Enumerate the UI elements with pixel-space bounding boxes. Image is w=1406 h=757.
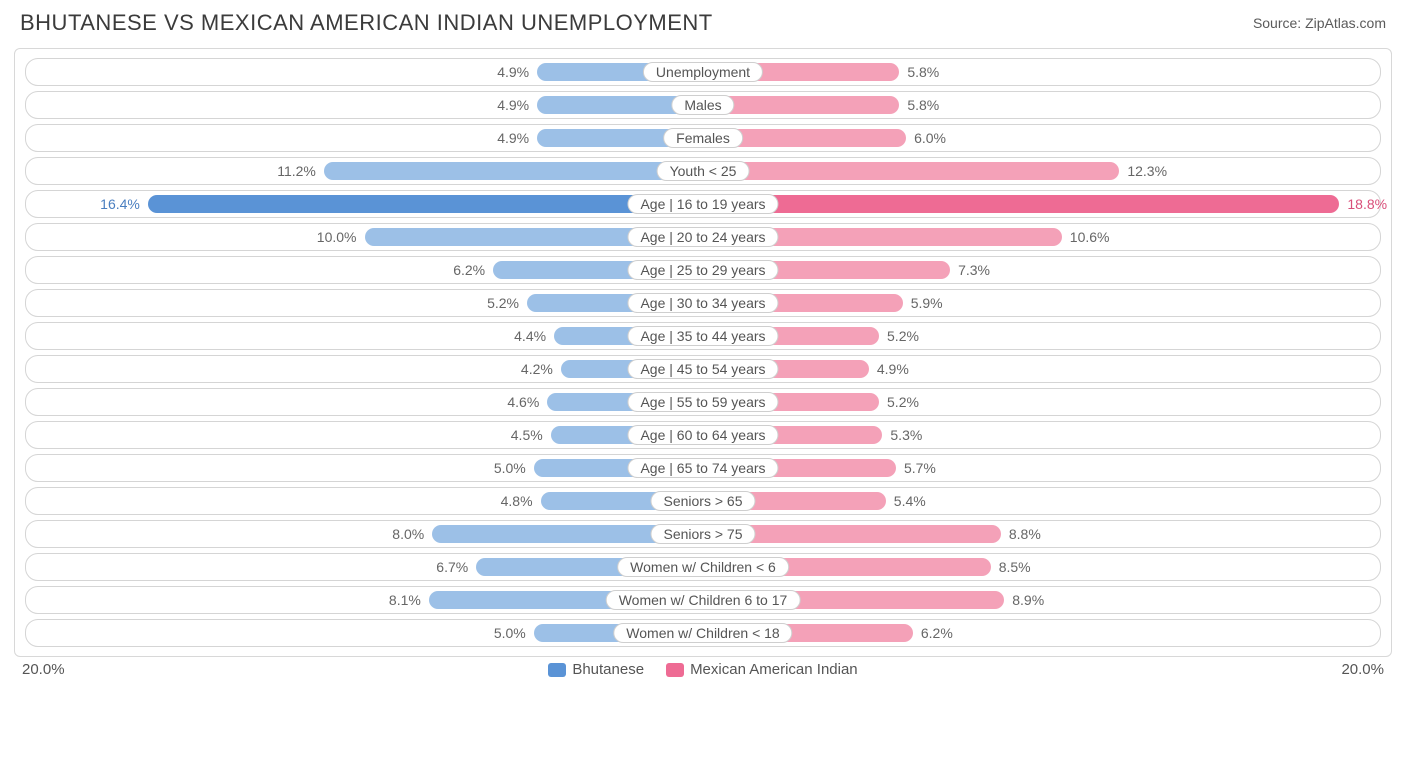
category-label: Women w/ Children < 18	[613, 623, 792, 643]
category-label: Age | 35 to 44 years	[627, 326, 778, 346]
legend-label-right: Mexican American Indian	[690, 661, 858, 678]
value-label-left: 4.2%	[521, 361, 553, 377]
category-label: Age | 30 to 34 years	[627, 293, 778, 313]
legend-item-left: Bhutanese	[548, 661, 644, 678]
chart-row: 6.2% 7.3% Age | 25 to 29 years	[25, 256, 1381, 284]
value-label-left: 5.2%	[487, 295, 519, 311]
value-label-right: 6.0%	[914, 130, 946, 146]
category-label: Males	[671, 95, 734, 115]
chart-row: 5.2% 5.9% Age | 30 to 34 years	[25, 289, 1381, 317]
chart-body: 4.9% 5.8% Unemployment 4.9% 5.8% Males 4.9% 6.0…	[14, 48, 1392, 657]
chart-row: 10.0% 10.6% Age | 20 to 24 years	[25, 223, 1381, 251]
value-label-right: 5.8%	[907, 64, 939, 80]
value-label-left: 4.8%	[501, 493, 533, 509]
bar-left	[148, 195, 703, 213]
chart-row: 4.9% 5.8% Unemployment	[25, 58, 1381, 86]
value-label-right: 5.8%	[907, 97, 939, 113]
value-label-right: 5.7%	[904, 460, 936, 476]
value-label-right: 5.4%	[894, 493, 926, 509]
category-label: Age | 60 to 64 years	[627, 425, 778, 445]
value-label-right: 8.5%	[999, 559, 1031, 575]
category-label: Seniors > 65	[651, 491, 756, 511]
category-label: Age | 55 to 59 years	[627, 392, 778, 412]
bar-right	[703, 162, 1119, 180]
chart-source: Source: ZipAtlas.com	[1253, 15, 1386, 31]
chart-row: 4.8% 5.4% Seniors > 65	[25, 487, 1381, 515]
legend-item-right: Mexican American Indian	[666, 661, 858, 678]
value-label-right: 7.3%	[958, 262, 990, 278]
category-label: Women w/ Children < 6	[617, 557, 789, 577]
legend-swatch-left	[548, 663, 566, 677]
chart-row: 16.4%18.8%Age | 16 to 19 years	[25, 190, 1381, 218]
axis-left-max: 20.0%	[22, 661, 65, 678]
category-label: Seniors > 75	[651, 524, 756, 544]
value-label-right: 5.9%	[911, 295, 943, 311]
value-label-left: 6.7%	[436, 559, 468, 575]
category-label: Youth < 25	[657, 161, 750, 181]
value-label-left: 4.9%	[497, 130, 529, 146]
value-label-left: 10.0%	[317, 229, 357, 245]
bar-right	[703, 195, 1339, 213]
axis-right-max: 20.0%	[1341, 661, 1384, 678]
chart-footer: 20.0% Bhutanese Mexican American Indian …	[0, 661, 1406, 682]
value-label-left: 16.4%	[100, 196, 140, 212]
chart-row: 8.0% 8.8% Seniors > 75	[25, 520, 1381, 548]
value-label-left: 5.0%	[494, 460, 526, 476]
legend: Bhutanese Mexican American Indian	[548, 661, 857, 678]
legend-swatch-right	[666, 663, 684, 677]
value-label-left: 6.2%	[453, 262, 485, 278]
value-label-left: 4.9%	[497, 64, 529, 80]
value-label-right: 4.9%	[877, 361, 909, 377]
value-label-right: 10.6%	[1070, 229, 1110, 245]
chart-row: 11.2% 12.3% Youth < 25	[25, 157, 1381, 185]
chart-row: 4.6% 5.2% Age | 55 to 59 years	[25, 388, 1381, 416]
chart-row: 6.7% 8.5% Women w/ Children < 6	[25, 553, 1381, 581]
value-label-left: 4.5%	[511, 427, 543, 443]
value-label-right: 5.3%	[890, 427, 922, 443]
value-label-left: 4.6%	[507, 394, 539, 410]
bar-left	[324, 162, 703, 180]
value-label-right: 5.2%	[887, 394, 919, 410]
value-label-right: 12.3%	[1127, 163, 1167, 179]
value-label-right: 18.8%	[1347, 196, 1387, 212]
chart-row: 4.5% 5.3% Age | 60 to 64 years	[25, 421, 1381, 449]
value-label-right: 5.2%	[887, 328, 919, 344]
value-label-right: 8.9%	[1012, 592, 1044, 608]
chart-row: 5.0% 5.7% Age | 65 to 74 years	[25, 454, 1381, 482]
value-label-left: 5.0%	[494, 625, 526, 641]
chart-row: 4.9% 5.8% Males	[25, 91, 1381, 119]
chart-row: 4.2% 4.9% Age | 45 to 54 years	[25, 355, 1381, 383]
category-label: Females	[663, 128, 743, 148]
value-label-left: 4.9%	[497, 97, 529, 113]
value-label-left: 8.0%	[392, 526, 424, 542]
category-label: Unemployment	[643, 62, 763, 82]
chart-row: 4.4% 5.2% Age | 35 to 44 years	[25, 322, 1381, 350]
value-label-right: 6.2%	[921, 625, 953, 641]
legend-label-left: Bhutanese	[572, 661, 644, 678]
value-label-right: 8.8%	[1009, 526, 1041, 542]
chart-title: BHUTANESE VS MEXICAN AMERICAN INDIAN UNE…	[20, 10, 713, 36]
category-label: Age | 20 to 24 years	[627, 227, 778, 247]
category-label: Age | 65 to 74 years	[627, 458, 778, 478]
value-label-left: 11.2%	[277, 163, 316, 179]
category-label: Age | 25 to 29 years	[627, 260, 778, 280]
category-label: Age | 45 to 54 years	[627, 359, 778, 379]
value-label-left: 8.1%	[389, 592, 421, 608]
category-label: Women w/ Children 6 to 17	[606, 590, 801, 610]
chart-row: 5.0% 6.2% Women w/ Children < 18	[25, 619, 1381, 647]
value-label-left: 4.4%	[514, 328, 546, 344]
category-label: Age | 16 to 19 years	[627, 194, 778, 214]
chart-row: 8.1% 8.9% Women w/ Children 6 to 17	[25, 586, 1381, 614]
chart-row: 4.9% 6.0% Females	[25, 124, 1381, 152]
chart-header: BHUTANESE VS MEXICAN AMERICAN INDIAN UNE…	[0, 0, 1406, 42]
